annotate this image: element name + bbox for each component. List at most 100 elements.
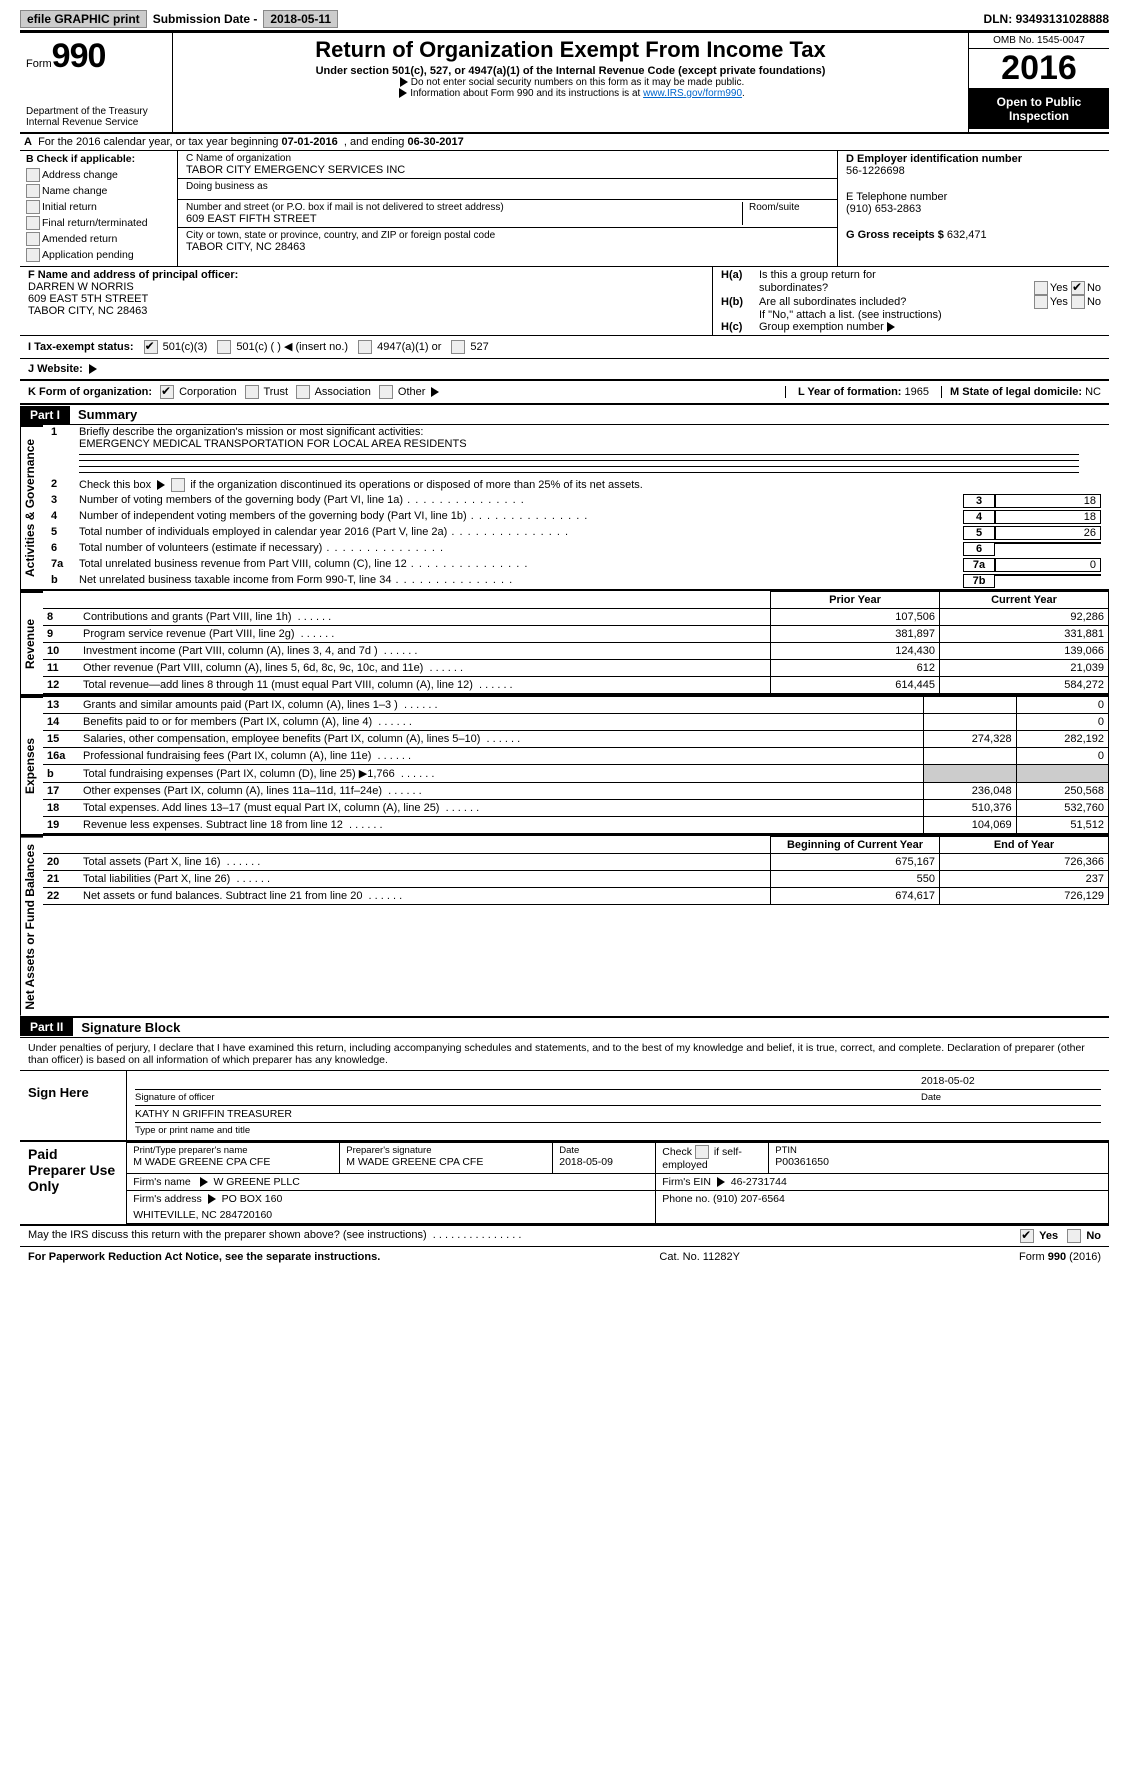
prior-val: 674,617 [771, 888, 940, 905]
line-num: 13 [43, 697, 79, 714]
line-num: 21 [43, 871, 79, 888]
line-num: 9 [43, 626, 79, 643]
current-val: 282,192 [1016, 731, 1108, 748]
mission: EMERGENCY MEDICAL TRANSPORTATION FOR LOC… [79, 438, 467, 450]
officer-name-title: KATHY N GRIFFIN TREASURER [135, 1108, 1101, 1120]
line-num: b [43, 765, 79, 783]
line-text: Other expenses (Part IX, column (A), lin… [79, 783, 924, 800]
prior-val: 274,328 [924, 731, 1016, 748]
entity-box: B Check if applicable: Address change Na… [20, 151, 1109, 266]
line-text: Revenue less expenses. Subtract line 18 … [79, 817, 924, 834]
chk-4947[interactable] [358, 340, 372, 354]
hb-no: No [1087, 296, 1101, 308]
current-val: 237 [940, 871, 1109, 888]
line-ref: 6 [963, 542, 995, 556]
col-b: B Check if applicable: Address change Na… [20, 151, 178, 266]
line-num: 7a [51, 558, 79, 570]
line-ref: 4 [963, 510, 995, 524]
ps-cap: Preparer's signature [346, 1145, 546, 1156]
discuss-yes-chk[interactable] [1020, 1229, 1034, 1243]
ha-yes-chk[interactable] [1034, 281, 1048, 295]
officer-street: 609 EAST 5TH STREET [28, 293, 148, 305]
chk-amended[interactable]: Amended return [26, 232, 171, 246]
tab-revenue: Revenue [20, 591, 43, 694]
se-cap: Check [662, 1145, 692, 1157]
prior-val [924, 748, 1016, 765]
prior-val: 614,445 [771, 677, 940, 694]
m-label: M State of legal domicile: [950, 386, 1082, 398]
chk-527[interactable] [451, 340, 465, 354]
chk-address[interactable]: Address change [26, 168, 171, 182]
chk-final[interactable]: Final return/terminated [26, 216, 171, 230]
form-subtitle: Under section 501(c), 527, or 4947(a)(1)… [181, 65, 960, 77]
line-num: b [51, 574, 79, 586]
preparer-date: 2018-05-09 [559, 1156, 613, 1168]
opt-other: Other [398, 386, 426, 398]
paperwork-notice: For Paperwork Reduction Act Notice, see … [28, 1251, 380, 1263]
chk-501c[interactable] [217, 340, 231, 354]
chk-self-emp[interactable] [695, 1145, 709, 1159]
line-val [995, 542, 1101, 544]
chk-corp[interactable] [160, 385, 174, 399]
arrow-icon [157, 480, 165, 490]
line-text: Total number of volunteers (estimate if … [79, 542, 963, 554]
room-label: Room/suite [743, 202, 829, 225]
chk-501c3[interactable] [144, 340, 158, 354]
ha-no-chk[interactable] [1071, 281, 1085, 295]
g-label: G Gross receipts $ [846, 229, 944, 241]
discuss-no-chk[interactable] [1067, 1229, 1081, 1243]
opt-527: 527 [470, 341, 488, 353]
ha-no: No [1087, 282, 1101, 294]
chk-other[interactable] [379, 385, 393, 399]
form-ref: Form 990 (2016) [1019, 1251, 1101, 1263]
website-row: J Website: [20, 359, 1109, 381]
part2-title: Signature Block [73, 1018, 188, 1037]
line-num: 10 [43, 643, 79, 660]
row-a: A For the 2016 calendar year, or tax yea… [20, 134, 1109, 151]
name-cap: Type or print name and title [135, 1125, 1101, 1136]
chk-pending[interactable]: Application pending [26, 248, 171, 262]
chk-trust[interactable] [245, 385, 259, 399]
firm-ein: 46-2731744 [731, 1176, 787, 1188]
chk-initial[interactable]: Initial return [26, 200, 171, 214]
l-label: L Year of formation: [798, 386, 902, 398]
current-val: 532,760 [1016, 800, 1108, 817]
hb-no-chk[interactable] [1071, 295, 1085, 309]
line-text: Professional fundraising fees (Part IX, … [79, 748, 924, 765]
ein: 56-1226698 [846, 165, 1101, 177]
k-label: K Form of organization: [28, 386, 152, 398]
chk-name[interactable]: Name change [26, 184, 171, 198]
ptin: P00361650 [775, 1156, 829, 1168]
efile-btn[interactable]: efile GRAPHIC print [20, 10, 147, 28]
line-text: Total expenses. Add lines 13–17 (must eq… [79, 800, 924, 817]
line-num: 12 [43, 677, 79, 694]
line-text: Total fundraising expenses (Part IX, col… [79, 765, 924, 783]
line-val [995, 574, 1101, 576]
firm-phone: (910) 207-6564 [713, 1193, 785, 1205]
sub-date-btn[interactable]: 2018-05-11 [263, 10, 338, 28]
pd-cap: Date [559, 1145, 649, 1156]
hb-yes: Yes [1050, 296, 1068, 308]
line-val: 18 [995, 494, 1101, 508]
arrow-icon [200, 1177, 208, 1187]
arrow-icon [887, 322, 895, 332]
irs-link[interactable]: www.IRS.gov/form990 [643, 88, 742, 99]
chk-discontinued[interactable] [171, 478, 185, 492]
chk-assoc[interactable] [296, 385, 310, 399]
sig-date: 2018-05-02 [914, 1075, 1101, 1087]
line-text: Number of independent voting members of … [79, 510, 963, 522]
date-cap: Date [914, 1092, 1101, 1103]
e-label: E Telephone number [846, 191, 1101, 203]
current-val: 139,066 [940, 643, 1109, 660]
sig-line[interactable] [135, 1075, 914, 1087]
tab-expenses: Expenses [20, 696, 43, 834]
hb-yes-chk[interactable] [1034, 295, 1048, 309]
hc-label: H(c) [721, 321, 759, 333]
hc-txt: Group exemption number [759, 321, 884, 333]
opt-4947: 4947(a)(1) or [377, 341, 441, 353]
preparer-sig: M WADE GREENE CPA CFE [346, 1156, 483, 1168]
prior-val: 381,897 [771, 626, 940, 643]
line-num: 22 [43, 888, 79, 905]
part1-title: Summary [70, 405, 145, 424]
line-ref: 7a [963, 558, 995, 572]
